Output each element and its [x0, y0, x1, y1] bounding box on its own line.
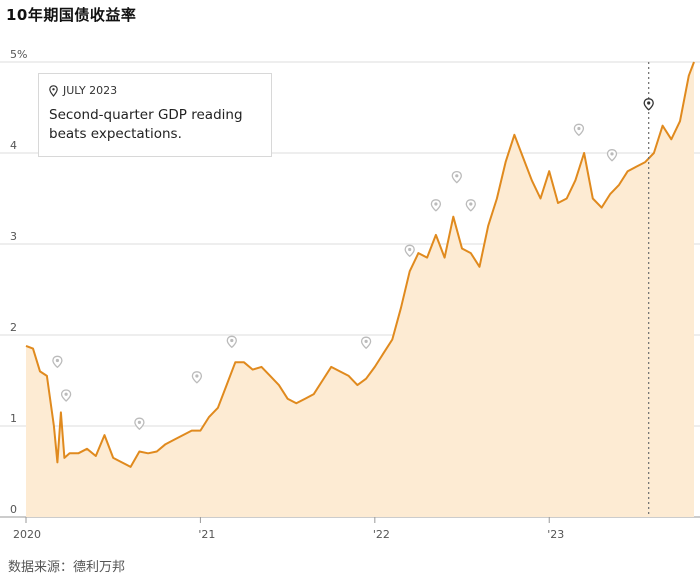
pin-dot	[64, 392, 68, 396]
y-tick-label: 5%	[10, 48, 27, 61]
callout-text: Second-quarter GDP reading beats expecta…	[49, 107, 243, 142]
pin-dot	[230, 338, 234, 343]
y-tick-label: 1	[10, 412, 17, 425]
pin-dot	[469, 202, 473, 206]
y-tick-label: 3	[10, 230, 17, 243]
event-marker	[404, 244, 415, 258]
x-tick-label: '22	[373, 528, 390, 541]
x-tick-label: '23	[547, 528, 564, 541]
pin-dot	[610, 152, 614, 156]
event-marker	[573, 123, 585, 137]
event-marker	[134, 417, 145, 431]
y-tick-label: 2	[10, 321, 17, 334]
x-tick-label: 2020	[13, 528, 41, 541]
pin-dot	[364, 339, 368, 343]
event-marker	[60, 389, 72, 402]
pin-icon	[49, 84, 58, 97]
event-marker	[430, 199, 442, 212]
pin-dot	[455, 174, 459, 178]
pin-dot	[434, 202, 438, 206]
pin-dot	[55, 358, 59, 363]
event-marker	[643, 98, 654, 111]
event-callout: JULY 2023 Second-quarter GDP reading bea…	[38, 73, 272, 157]
y-tick-label: 0	[10, 503, 17, 516]
source-note: 数据来源：德利万邦	[8, 560, 126, 575]
chart-title: 10年期国债收益率	[6, 6, 137, 24]
event-marker	[451, 170, 462, 184]
event-marker	[191, 371, 203, 384]
y-tick-label: 4	[10, 139, 17, 152]
event-marker	[465, 199, 476, 212]
callout-date: JULY 2023	[63, 84, 118, 97]
x-tick-label: '21	[198, 528, 215, 541]
pin-dot	[137, 420, 141, 424]
event-marker	[606, 149, 618, 162]
pin-dot	[647, 101, 651, 105]
pin-dot	[195, 374, 199, 378]
event-marker	[360, 336, 372, 350]
yield-line	[25, 61, 695, 468]
yield-area	[26, 62, 694, 517]
pin-dot	[577, 126, 581, 131]
pin-dot	[408, 247, 412, 252]
event-marker	[52, 355, 63, 369]
event-marker	[226, 335, 237, 349]
